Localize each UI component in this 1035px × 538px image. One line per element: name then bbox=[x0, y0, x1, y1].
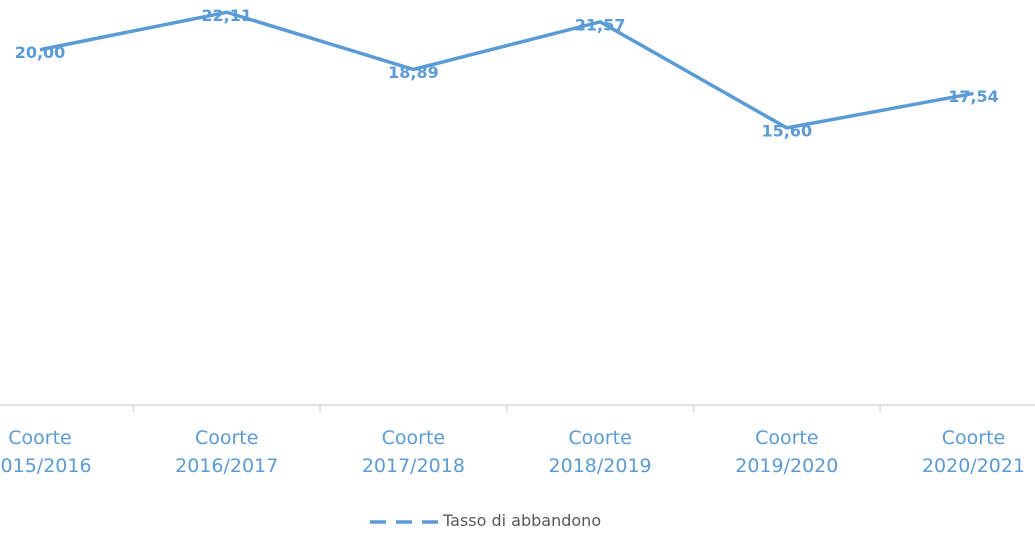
data-label: 20,00 bbox=[15, 43, 66, 62]
data-label: 22,11 bbox=[201, 6, 252, 25]
line-series bbox=[39, 10, 974, 130]
x-tick-label: Coorte 2015/2016 bbox=[0, 427, 92, 477]
x-tick-label: Coorte 2018/2019 bbox=[548, 427, 652, 477]
data-label: 18,89 bbox=[388, 63, 439, 82]
data-label: 17,54 bbox=[948, 87, 999, 106]
x-tick-label: Coorte 2020/2021 bbox=[921, 427, 1026, 477]
x-tick-label: Coorte 2016/2017 bbox=[175, 427, 279, 477]
data-label: 15,60 bbox=[761, 121, 812, 140]
x-tick-label: Coorte 2017/2018 bbox=[361, 427, 465, 477]
legend-label: Tasso di abbandono bbox=[443, 511, 602, 530]
x-tick-label: Coorte 2019/2020 bbox=[735, 427, 839, 477]
data-label: 21,57 bbox=[575, 15, 626, 34]
